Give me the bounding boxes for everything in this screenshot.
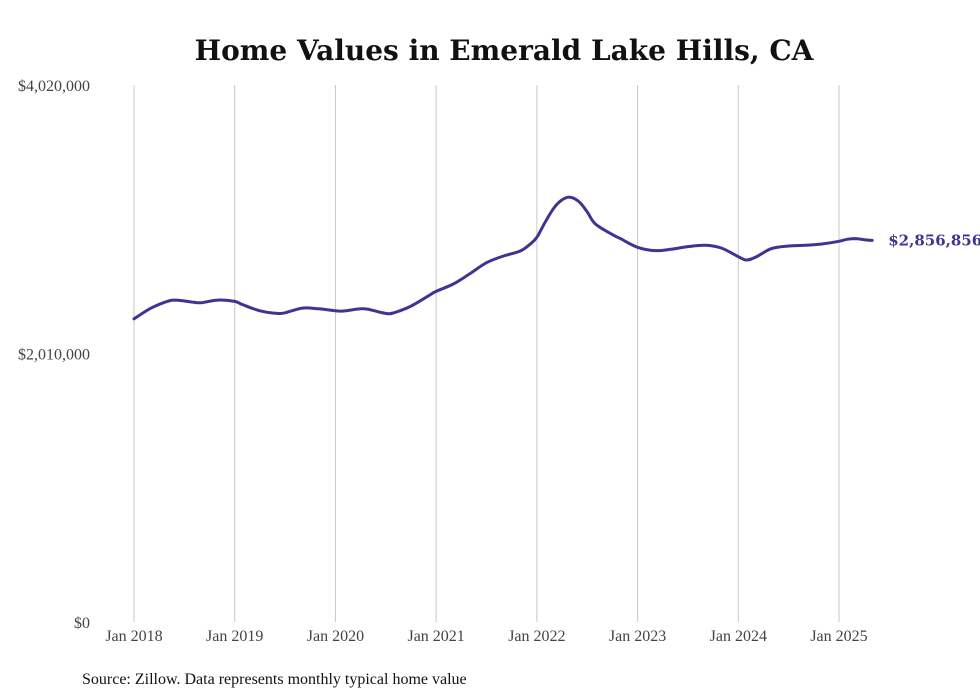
series-layer [132, 195, 874, 321]
source-note: Source: Zillow. Data represents monthly … [82, 671, 467, 688]
y-tick-label: $0 [74, 615, 90, 632]
y-tick-label: $4,020,000 [18, 78, 90, 95]
x-tick-label: Jan 2023 [609, 628, 666, 645]
end-label-layer: $2,856,856 [888, 231, 980, 249]
end-value-label: $2,856,856 [888, 231, 980, 249]
x-axis-ticks: Jan 2018 Jan 2019 Jan 2020 Jan 2021 Jan 2022… [105, 628, 867, 645]
x-tick-label: Jan 2018 [105, 628, 162, 645]
chart-title: Home Values in Emerald Lake Hills, CA [195, 34, 815, 67]
y-tick-label: $2,010,000 [18, 347, 90, 364]
gridlines [133, 85, 840, 622]
x-tick-label: Jan 2022 [508, 628, 565, 645]
y-axis-ticks: $4,020,000 $2,010,000 $0 [18, 78, 90, 632]
x-tick-label: Jan 2019 [206, 628, 263, 645]
x-tick-label: Jan 2025 [810, 628, 867, 645]
x-tick-label: Jan 2021 [407, 628, 464, 645]
series-line-0 [132, 195, 874, 321]
x-tick-label: Jan 2024 [710, 628, 767, 645]
x-tick-label: Jan 2020 [307, 628, 364, 645]
